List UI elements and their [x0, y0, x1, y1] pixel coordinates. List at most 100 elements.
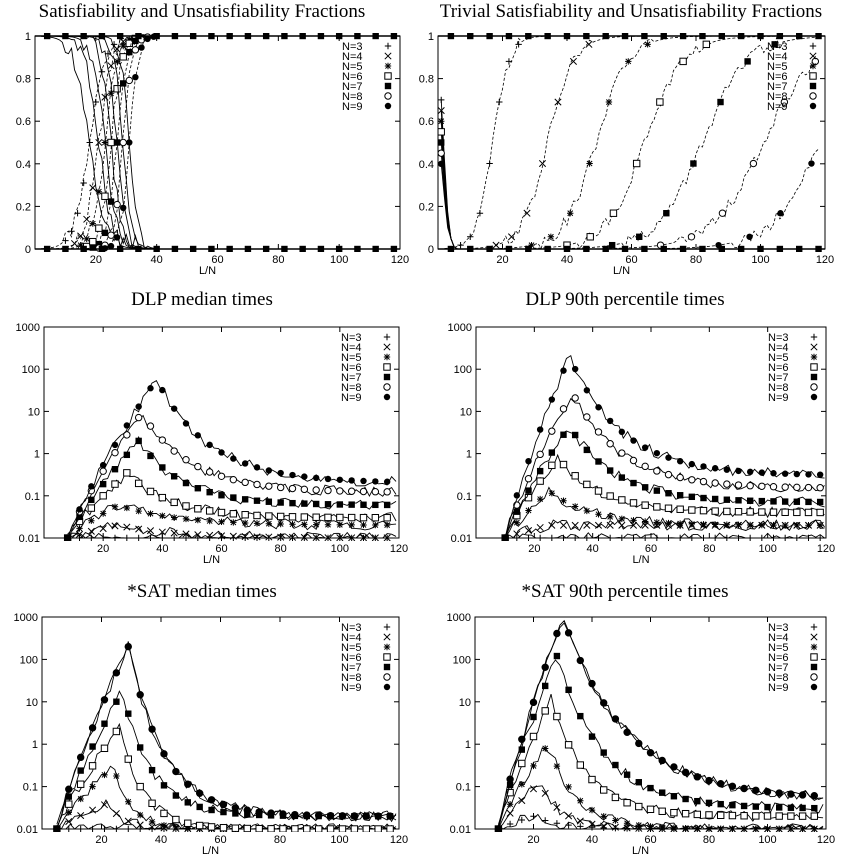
data-point: [372, 501, 379, 509]
data-point: [53, 825, 61, 832]
data-point: [798, 812, 807, 820]
legend-label: N=4: [341, 342, 362, 354]
data-point: [217, 508, 226, 517]
legend-marker: [383, 633, 391, 641]
data-point: [816, 484, 824, 492]
x-tick-label: 40: [586, 834, 598, 846]
data-point: [253, 533, 261, 541]
series-n-4: [438, 35, 819, 250]
x-tick-label: 40: [151, 254, 163, 266]
data-point: [630, 479, 637, 487]
data-point: [324, 486, 332, 495]
data-point: [359, 513, 368, 522]
data-point: [136, 811, 144, 819]
legend-marker: [383, 393, 391, 401]
data-point: [518, 759, 526, 768]
data-point: [111, 448, 119, 457]
data-point: [583, 480, 591, 489]
boundary-marker: [796, 33, 803, 40]
data-point: [746, 497, 754, 504]
data-point: [277, 533, 285, 541]
legend-label: N=5: [768, 352, 789, 364]
data-point: [111, 466, 119, 473]
data-point: [679, 57, 687, 66]
legend-label: N=5: [342, 61, 363, 73]
data-point: [816, 498, 824, 506]
data-point: [265, 482, 273, 490]
y-tick-label: 1: [25, 31, 31, 43]
data-point: [705, 777, 713, 784]
data-point: [758, 469, 766, 476]
data-point: [170, 514, 178, 521]
data-point: [288, 484, 297, 493]
data-point: [723, 507, 731, 516]
data-point: [525, 457, 532, 465]
data-point: [612, 761, 619, 769]
data-point: [160, 782, 168, 789]
data-point: [513, 530, 521, 538]
data-point: [68, 228, 75, 235]
legend-marker: [383, 653, 391, 661]
data-point: [147, 534, 154, 541]
data-point: [723, 480, 731, 488]
legend-marker: [383, 673, 391, 681]
data-point: [606, 492, 614, 500]
series-n-5: [64, 503, 397, 541]
data-point: [218, 492, 225, 499]
data-point: [702, 40, 711, 49]
legend-marker: [384, 102, 392, 110]
data-point: [734, 481, 743, 489]
data-point: [123, 469, 131, 477]
data-point: [265, 498, 273, 505]
data-point: [559, 521, 568, 529]
data-point: [799, 825, 806, 832]
data-point: [571, 431, 579, 439]
y-tick-label: 0.8: [419, 74, 434, 86]
data-point: [595, 458, 602, 465]
x-axis-label: L/N: [199, 265, 216, 277]
data-point: [218, 518, 225, 525]
data-point: [548, 427, 556, 435]
data-point: [618, 428, 626, 436]
x-tick-label: 80: [274, 834, 286, 846]
data-point: [656, 98, 664, 106]
data-point: [811, 804, 818, 812]
legend-label: N=4: [767, 51, 788, 63]
data-point: [324, 534, 332, 541]
boundary-marker: [583, 33, 590, 40]
data-point: [77, 795, 84, 803]
data-point: [729, 825, 736, 832]
series-n-9: [495, 622, 824, 832]
data-point: [641, 501, 649, 509]
boundary-marker: [390, 245, 398, 252]
plot-area: [63, 380, 397, 541]
data-point: [136, 744, 144, 751]
data-point: [438, 106, 445, 115]
data-point: [148, 725, 156, 733]
data-point: [89, 724, 96, 732]
data-point: [314, 825, 323, 832]
data-point: [229, 475, 238, 484]
series-n-5: [53, 765, 397, 832]
boundary-marker: [335, 245, 343, 252]
data-point: [518, 746, 525, 753]
boundary-marker: [135, 33, 142, 40]
data-point: [83, 235, 90, 243]
data-point: [711, 495, 719, 503]
y-tick-label: 1: [428, 31, 434, 43]
data-point: [135, 525, 143, 533]
y-tick-label: 0.4: [16, 159, 31, 171]
legend-marker: [383, 383, 391, 391]
data-point: [288, 533, 297, 541]
data-point: [289, 499, 296, 507]
y-tick-label: 0: [25, 244, 31, 256]
data-point: [312, 474, 320, 482]
data-point: [76, 534, 83, 541]
data-point: [506, 801, 514, 808]
data-point: [606, 417, 614, 425]
boundary-marker: [796, 245, 803, 252]
legend: N=3N=4N=5N=6N=7N=8N=9: [768, 622, 818, 694]
data-point: [735, 534, 742, 541]
data-point: [746, 508, 754, 516]
data-point: [347, 513, 356, 522]
